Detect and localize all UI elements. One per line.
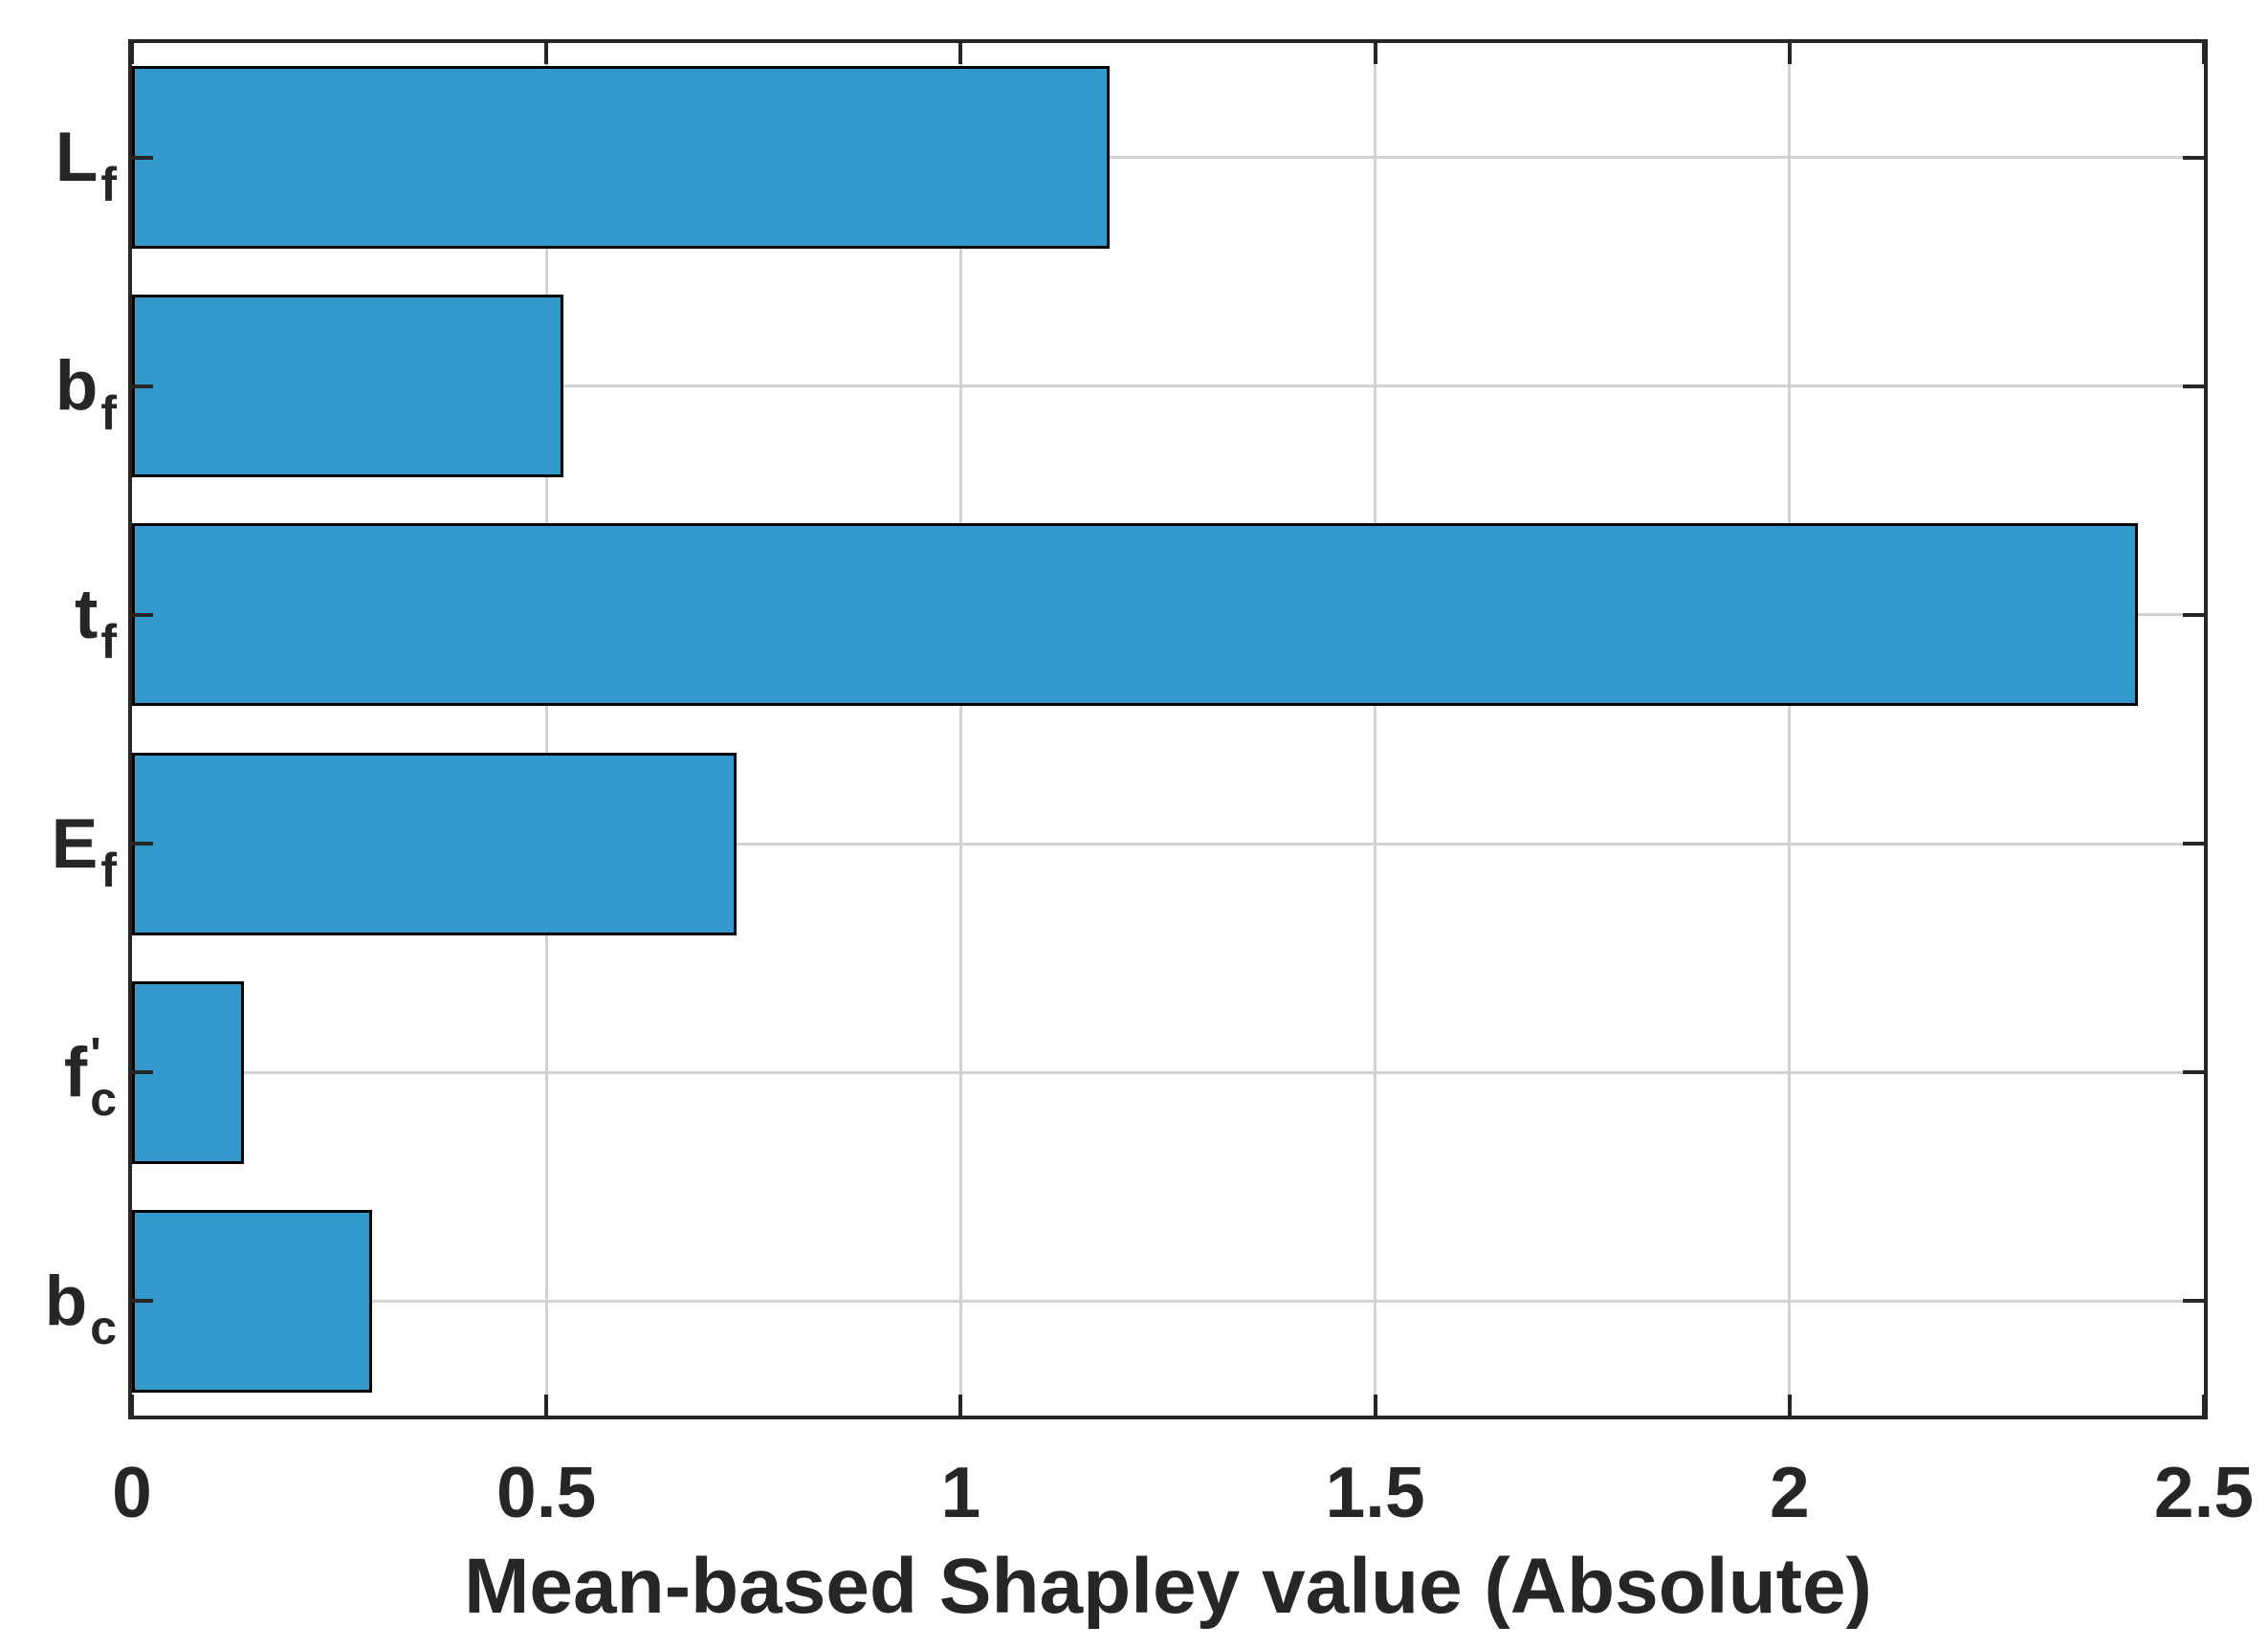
y-tick-mirror: [2183, 842, 2204, 846]
y-category-label: b f: [0, 324, 117, 449]
y-label-subscript: f: [100, 385, 117, 440]
x-tick-label: 2: [1769, 1452, 1810, 1532]
y-tick-mirror: [2183, 1299, 2204, 1304]
y-label-subscript: f: [100, 844, 117, 898]
y-gridline: [132, 1299, 2204, 1303]
y-gridline: [132, 156, 2204, 160]
bar: [132, 1209, 372, 1393]
x-gridline: [1788, 43, 1792, 1416]
x-tick: [1373, 1395, 1377, 1416]
y-label-subscript: f: [100, 157, 117, 211]
x-axis-label: Mean-based Shapley value (Absolute): [464, 1543, 1872, 1630]
y-label-subscript: c: [90, 1301, 117, 1355]
plot-area: [128, 39, 2208, 1419]
y-category-label: E f: [0, 781, 117, 906]
y-label-base: b: [44, 1262, 88, 1340]
y-label-base: f: [63, 1033, 88, 1111]
x-tick-label: 2.5: [2153, 1452, 2255, 1532]
x-tick: [130, 1395, 134, 1416]
y-tick: [132, 842, 153, 846]
y-gridline: [132, 842, 2204, 846]
x-gridline: [544, 43, 548, 1416]
y-category-label: L f: [0, 96, 117, 220]
bar: [132, 523, 2138, 707]
x-tick: [1787, 1395, 1792, 1416]
y-label-subscript: c: [90, 1072, 117, 1127]
x-tick: [544, 1395, 549, 1416]
bar: [132, 752, 737, 935]
x-tick-mirror: [544, 43, 549, 64]
y-category-label: f ' c: [0, 1010, 117, 1134]
x-gridline: [958, 43, 962, 1416]
y-label-base: t: [75, 576, 99, 654]
y-tick-mirror: [2183, 155, 2204, 160]
x-tick-mirror: [2202, 43, 2206, 64]
y-tick: [132, 1299, 153, 1304]
y-category-label: t f: [0, 553, 117, 677]
x-tick-mirror: [958, 43, 963, 64]
y-label-base: E: [51, 804, 99, 883]
x-tick-mirror: [130, 43, 134, 64]
y-gridline: [132, 1070, 2204, 1074]
y-tick: [132, 1070, 153, 1075]
y-tick-mirror: [2183, 612, 2204, 617]
bar: [132, 295, 563, 478]
y-tick-mirror: [2183, 1070, 2204, 1075]
x-tick: [2202, 1395, 2206, 1416]
y-label-prime: ': [90, 1029, 101, 1081]
x-gridline: [1374, 43, 1377, 1416]
x-tick-mirror: [1787, 43, 1792, 64]
x-tick-label: 0.5: [496, 1452, 597, 1532]
bar: [132, 66, 1110, 250]
y-tick: [132, 155, 153, 160]
y-gridline: [132, 385, 2204, 388]
y-tick: [132, 612, 153, 617]
x-tick-label: 1: [940, 1452, 981, 1532]
x-tick-label: 0: [112, 1452, 152, 1532]
x-tick-mirror: [1373, 43, 1377, 64]
x-tick-label: 1.5: [1325, 1452, 1425, 1532]
y-label-base: b: [55, 347, 99, 426]
y-tick: [132, 384, 153, 388]
y-tick-mirror: [2183, 384, 2204, 388]
y-label-base: L: [55, 119, 99, 197]
y-label-subscript: f: [100, 614, 117, 669]
y-category-label: b c: [0, 1239, 117, 1363]
x-tick: [958, 1395, 963, 1416]
